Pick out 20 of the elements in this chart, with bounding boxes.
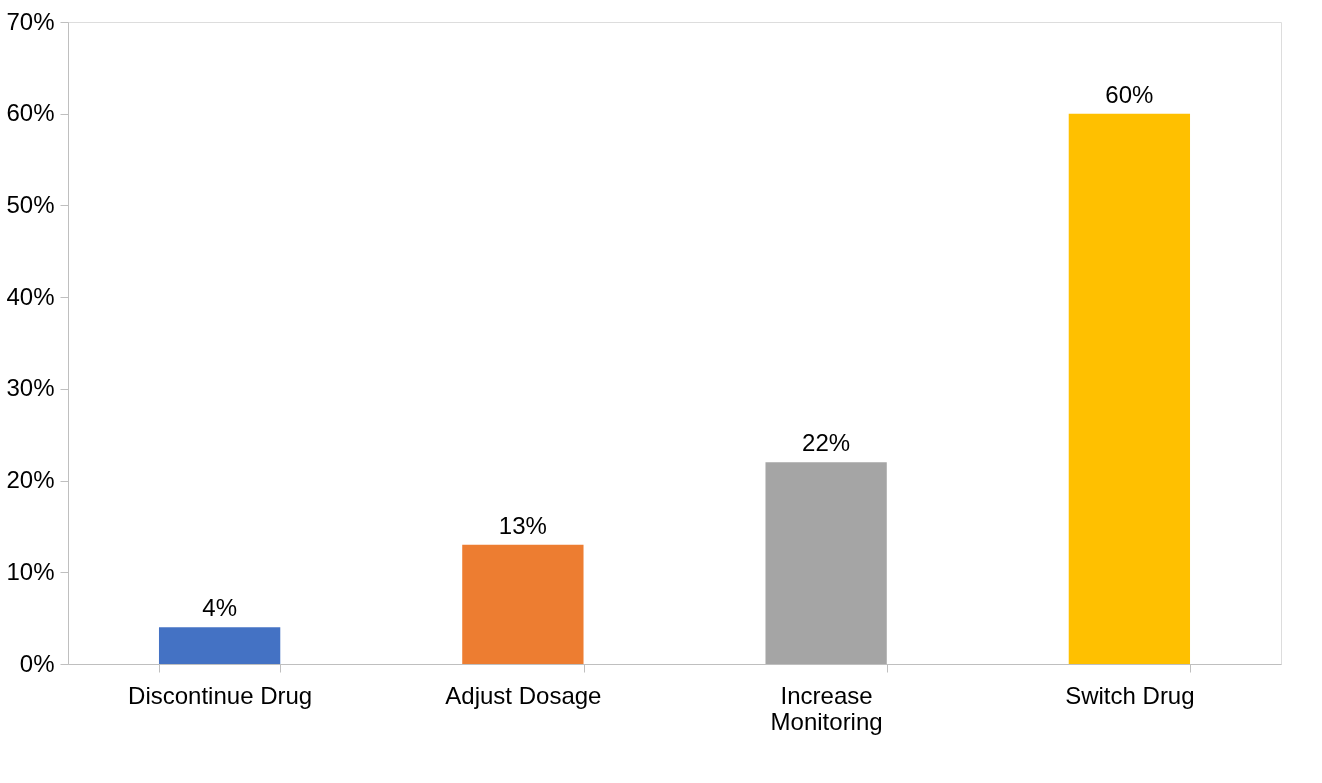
y-tick-label: 10% bbox=[6, 557, 55, 585]
x-tick-label: Discontinue Drug bbox=[128, 681, 313, 709]
y-tick-label: 60% bbox=[6, 99, 55, 127]
data-label: 4% bbox=[202, 594, 237, 622]
bar bbox=[1068, 113, 1191, 664]
y-tick-label: 30% bbox=[6, 374, 55, 402]
data-label: 60% bbox=[1105, 80, 1154, 108]
bar bbox=[158, 627, 281, 664]
y-tick-label: 70% bbox=[6, 7, 55, 35]
data-label: 13% bbox=[498, 511, 547, 539]
y-tick-label: 40% bbox=[6, 282, 55, 310]
x-tick-label: Switch Drug bbox=[1065, 681, 1195, 709]
x-tick-label: Increase Monitoring bbox=[770, 681, 883, 735]
y-tick-label: 20% bbox=[6, 466, 55, 494]
data-label: 22% bbox=[802, 429, 851, 457]
y-tick-label: 50% bbox=[6, 190, 55, 218]
bar bbox=[462, 544, 584, 664]
x-tick-label: Adjust Dosage bbox=[445, 681, 602, 709]
y-tick-label: 0% bbox=[19, 649, 55, 677]
bar bbox=[765, 462, 887, 664]
